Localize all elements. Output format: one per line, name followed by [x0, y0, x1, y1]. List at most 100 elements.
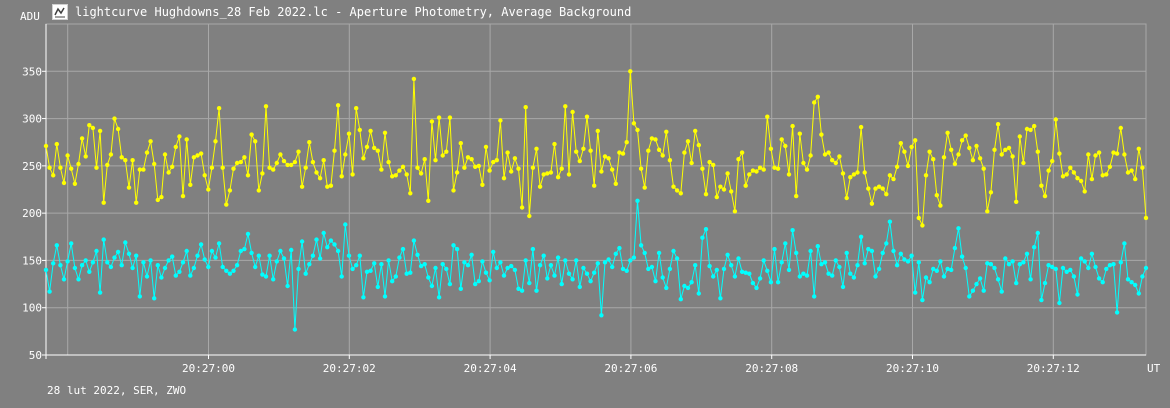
data-point [321, 230, 326, 236]
data-point [314, 237, 319, 242]
data-point [1006, 145, 1012, 151]
data-point [934, 193, 939, 198]
data-point [927, 280, 932, 285]
data-point [916, 215, 921, 221]
data-point [794, 250, 799, 256]
data-point [411, 76, 417, 82]
data-point [115, 126, 121, 132]
data-point [491, 249, 496, 255]
data-point [595, 128, 600, 134]
data-point [707, 263, 712, 269]
data-point [170, 164, 175, 169]
data-point [581, 146, 586, 151]
data-point [97, 128, 103, 134]
data-point [180, 193, 186, 199]
data-point [386, 258, 391, 263]
data-point [584, 271, 590, 276]
data-point [152, 296, 157, 301]
data-point [660, 275, 665, 280]
data-point [465, 263, 471, 268]
data-point [209, 165, 215, 170]
data-point [375, 148, 380, 153]
data-point [602, 154, 608, 159]
data-point [700, 166, 705, 171]
data-point [725, 171, 730, 176]
data-point [866, 246, 871, 252]
data-point [234, 263, 240, 268]
data-point [938, 259, 943, 264]
data-point [43, 143, 49, 149]
data-point [934, 268, 939, 273]
data-point [898, 141, 903, 146]
data-point [678, 191, 683, 196]
data-point [253, 264, 258, 270]
data-point [469, 157, 474, 162]
data-point [299, 239, 305, 244]
data-point [786, 267, 792, 273]
data-point [574, 258, 579, 263]
data-point [354, 106, 359, 111]
data-point [364, 144, 370, 150]
data-point [314, 170, 319, 175]
data-point [1003, 256, 1008, 261]
data-point [397, 168, 402, 173]
data-point [519, 205, 525, 210]
data-point [620, 151, 626, 156]
data-point [920, 297, 925, 303]
data-point [620, 266, 626, 272]
data-point [65, 259, 70, 264]
data-point [1114, 151, 1120, 156]
data-point [123, 240, 128, 245]
data-point [1057, 151, 1062, 156]
data-point [372, 145, 377, 151]
data-point [1078, 178, 1084, 184]
data-point [783, 241, 788, 246]
data-point [555, 175, 561, 180]
data-point [739, 150, 745, 155]
data-point [696, 142, 701, 148]
data-point [592, 270, 597, 275]
data-point [220, 165, 225, 170]
data-point [505, 265, 510, 271]
data-point [216, 106, 222, 111]
data-point [610, 264, 615, 270]
data-point [263, 274, 269, 279]
data-point [357, 253, 362, 258]
data-point [364, 269, 370, 274]
data-point [534, 146, 539, 151]
data-point [1086, 152, 1091, 157]
data-point [552, 273, 557, 278]
data-point [408, 191, 413, 196]
data-point [876, 266, 882, 272]
data-point [87, 269, 92, 274]
data-point [1136, 146, 1142, 151]
data-point [58, 263, 63, 268]
data-point [191, 155, 197, 160]
data-point [548, 263, 554, 268]
data-point [844, 195, 849, 201]
data-point [47, 289, 52, 294]
data-point [400, 246, 406, 252]
data-point [678, 297, 683, 302]
data-point [804, 273, 810, 278]
data-point [646, 266, 651, 272]
data-point [1075, 292, 1080, 297]
data-point [1028, 127, 1033, 133]
data-point [552, 141, 557, 147]
data-point [765, 114, 770, 119]
data-point [458, 286, 463, 291]
data-point [350, 172, 355, 177]
data-point [790, 228, 795, 233]
data-point [743, 270, 748, 275]
data-point [963, 265, 968, 271]
data-point [851, 275, 857, 280]
data-point [649, 264, 655, 270]
data-point [1006, 262, 1012, 267]
data-point [382, 294, 388, 299]
data-point [887, 173, 893, 178]
data-point [570, 277, 575, 282]
data-point [952, 161, 958, 167]
data-point [548, 170, 554, 175]
data-point [1133, 282, 1138, 288]
data-point [260, 272, 265, 277]
